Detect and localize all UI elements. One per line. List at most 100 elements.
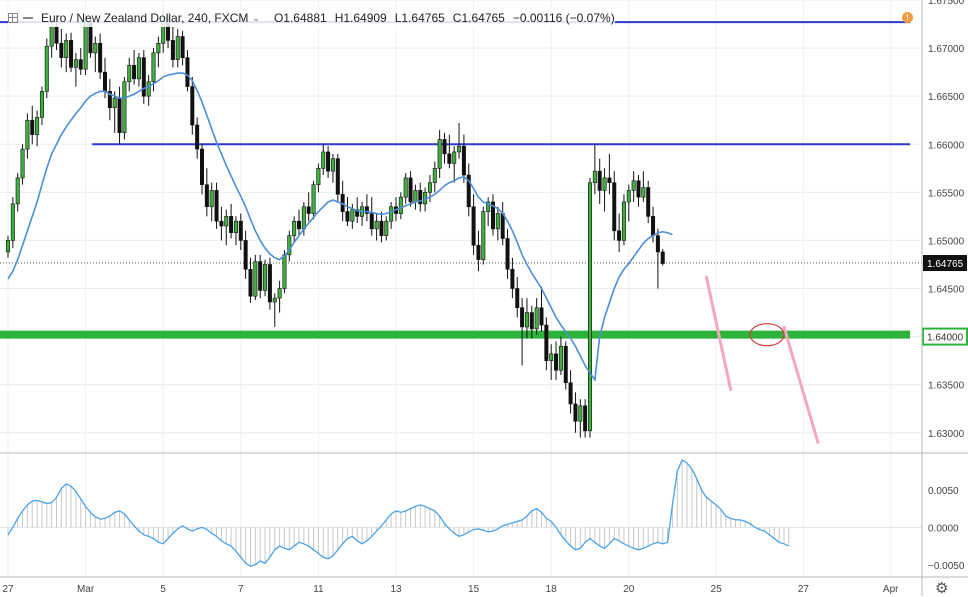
candle [369, 197, 374, 236]
time-tick-label: 7 [238, 584, 244, 595]
candle [515, 276, 520, 318]
candle [549, 344, 554, 380]
candle-body [364, 206, 369, 214]
candle [466, 163, 471, 217]
candle [631, 171, 636, 202]
candle-body [621, 201, 626, 241]
gear-icon[interactable]: ⚙ [935, 580, 949, 597]
candle [655, 228, 660, 289]
candle-body [607, 177, 612, 184]
candle [127, 57, 132, 92]
candle-body [39, 91, 44, 118]
candle [403, 173, 408, 204]
crosshair-icon[interactable] [8, 13, 18, 23]
alert-icon[interactable]: ! [902, 12, 913, 23]
candle-body [427, 182, 432, 193]
candle-body [122, 81, 127, 134]
candle-body [398, 196, 403, 214]
price-tick-label: 1.64500 [928, 285, 965, 296]
candle-body [10, 203, 15, 241]
candle-body [219, 220, 224, 227]
candle-body [151, 52, 156, 83]
candle-body [316, 167, 321, 185]
candle [510, 257, 515, 299]
candle-body [263, 264, 268, 291]
change-value: −0.00116 (−0.07%) [512, 11, 615, 25]
candle [554, 341, 559, 380]
candle-body [626, 190, 631, 203]
candle [59, 28, 64, 68]
candle-body [209, 190, 214, 208]
candle-body [461, 145, 466, 176]
candle-body [529, 312, 534, 330]
candle-body [190, 86, 195, 126]
candle [248, 257, 253, 303]
candle-body [180, 36, 185, 59]
chevron-down-icon[interactable]: ⌄ [252, 12, 260, 23]
candle [461, 134, 466, 183]
candle-body [612, 182, 617, 232]
last-price-label: 1.64765 [923, 255, 967, 272]
candle [364, 194, 369, 222]
candle [490, 194, 495, 236]
candle-body [233, 220, 238, 234]
price-tick-label: 1.66500 [928, 92, 965, 103]
candle [238, 213, 243, 251]
last-price-label-text: 1.64765 [927, 259, 964, 270]
candle-body [587, 182, 592, 432]
candle-body [311, 184, 316, 214]
candle-body [200, 148, 205, 185]
candle-body [185, 57, 190, 87]
candle [44, 38, 49, 99]
candle [646, 180, 651, 224]
candle [277, 280, 282, 313]
candle-body [112, 97, 117, 109]
candle-body [520, 307, 525, 328]
candle-body [30, 119, 35, 135]
candle [330, 153, 335, 183]
minus-icon[interactable] [23, 13, 33, 23]
candle [20, 144, 25, 185]
candle-body [258, 261, 263, 291]
candle [398, 192, 403, 220]
candle-body [549, 353, 554, 361]
candle [442, 132, 447, 164]
price-tick-label: 1.67500 [928, 0, 965, 7]
candle-body [146, 81, 151, 97]
candle [617, 213, 622, 252]
osc-tick-label: 0.0050 [928, 486, 959, 497]
candle [25, 113, 30, 159]
candle-body [282, 254, 287, 289]
candle [156, 36, 161, 68]
candle [481, 206, 486, 265]
symbol-title[interactable]: Euro / New Zealand Dollar, 240, FXCM [41, 11, 249, 25]
candle [229, 203, 234, 239]
candle [607, 153, 612, 195]
candle-body [195, 124, 200, 150]
candle [335, 153, 340, 202]
candle-body [287, 235, 292, 256]
candle-body [127, 65, 132, 83]
candle [447, 134, 452, 169]
candle [660, 249, 665, 266]
highlight-ellipse [749, 323, 785, 347]
support-price-label-text: 1.64000 [927, 333, 964, 344]
candle [209, 182, 214, 222]
candle [98, 33, 103, 79]
candle-body [6, 240, 11, 253]
candle-body [573, 403, 578, 422]
candle [345, 197, 350, 226]
candle [296, 209, 301, 236]
candle-body [335, 158, 340, 195]
candle [219, 206, 224, 241]
candle-body [389, 206, 394, 222]
time-tick-label: 5 [160, 584, 166, 595]
candle [539, 286, 544, 332]
open-value: O1.64881 [273, 11, 327, 25]
candle-body [558, 345, 563, 371]
candle [170, 26, 175, 68]
candle [190, 76, 195, 135]
candle [568, 370, 573, 414]
candle-body [403, 177, 408, 198]
